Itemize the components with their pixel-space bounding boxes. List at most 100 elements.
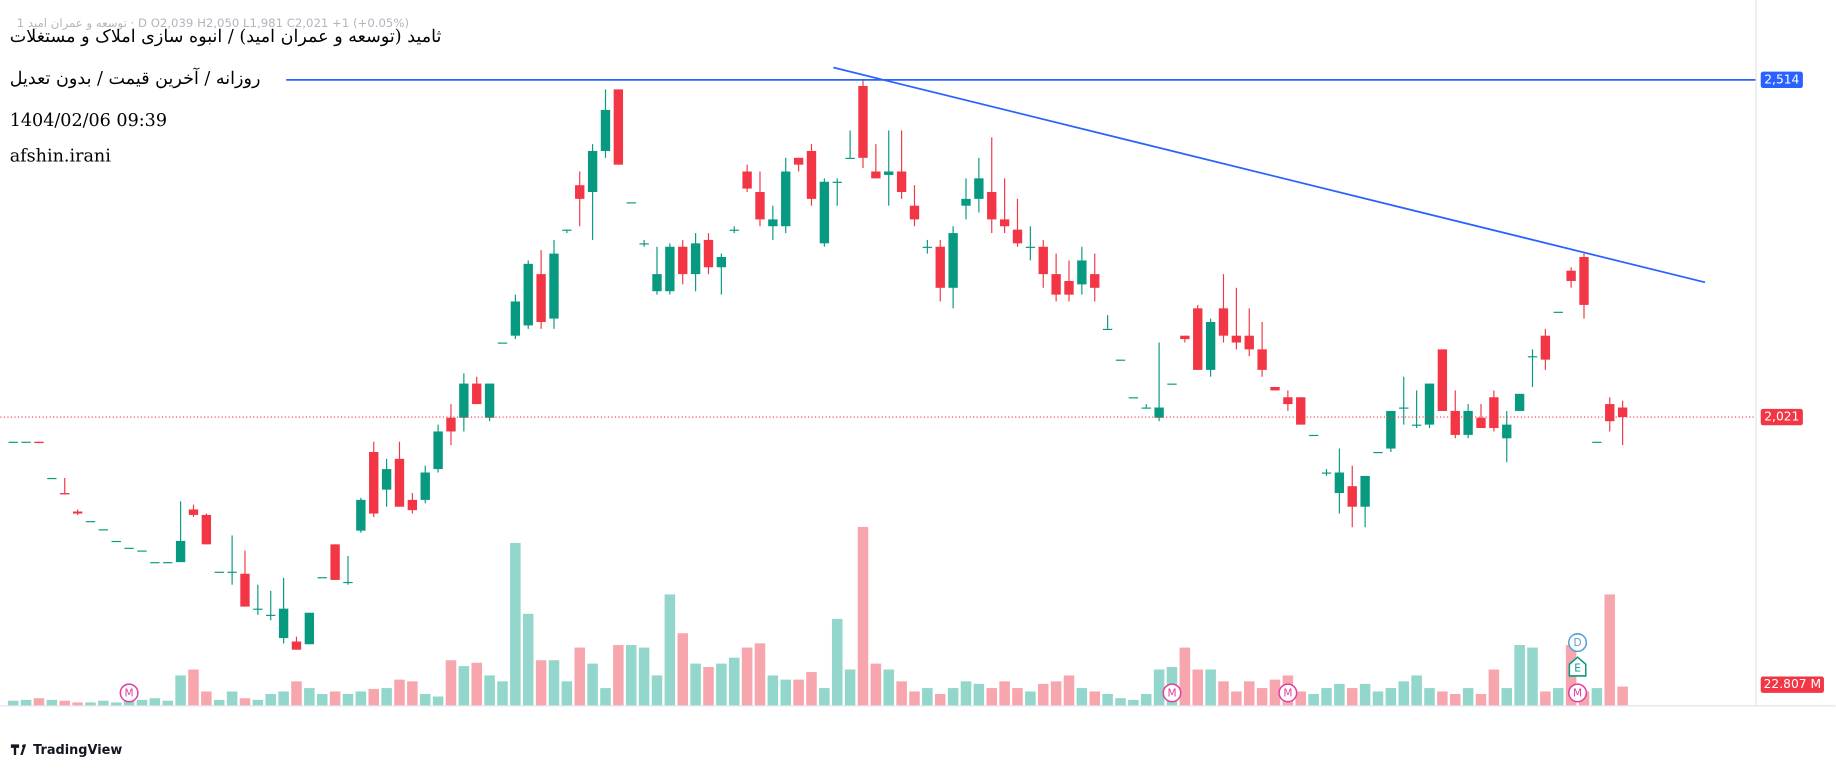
- candle-body: [909, 205, 920, 220]
- volume-bar: [1050, 681, 1062, 706]
- candle-body: [935, 246, 945, 288]
- volume-bar: [419, 693, 431, 706]
- volume-bar: [381, 688, 392, 706]
- price-label: 2,514: [1764, 72, 1799, 86]
- volume-bar: [780, 679, 792, 706]
- candle-body: [768, 219, 778, 227]
- candle-body: [1579, 257, 1589, 305]
- candle-body: [278, 608, 289, 639]
- candle-body: [369, 451, 379, 514]
- candle-body: [549, 253, 559, 319]
- volume-bar: [548, 660, 560, 706]
- volume-bar: [934, 693, 946, 706]
- candle-body: [433, 431, 443, 470]
- event-marker: [1278, 683, 1298, 703]
- event-label: M: [1283, 688, 1292, 700]
- candle-body: [1077, 260, 1087, 285]
- volume-bar: [600, 688, 611, 706]
- candle-body: [8, 441, 18, 443]
- event-marker: [119, 683, 139, 703]
- volume-bar: [947, 688, 959, 706]
- candle-body: [240, 573, 250, 607]
- brand-logo: [10, 744, 27, 755]
- candle-body: [124, 547, 134, 549]
- candle-body: [884, 171, 894, 175]
- candle-body: [600, 109, 611, 151]
- candle-body: [652, 274, 662, 292]
- candle-body: [690, 243, 701, 275]
- candle-body: [266, 614, 276, 616]
- volume-bar: [728, 657, 740, 706]
- volume-bar: [136, 699, 148, 706]
- candle-body: [1038, 246, 1048, 275]
- candle-body: [1141, 407, 1151, 409]
- candle-body: [291, 641, 302, 650]
- volume-bar: [1449, 693, 1461, 706]
- volume-bar: [664, 594, 676, 706]
- volume-bar: [1243, 681, 1255, 706]
- candle-body: [1347, 486, 1357, 507]
- candle-body: [34, 441, 44, 444]
- volume-bar: [1540, 691, 1551, 706]
- candle-body: [497, 342, 508, 344]
- event-label: M: [1573, 688, 1582, 700]
- candle-body: [961, 198, 971, 206]
- event-label: D: [1574, 637, 1582, 649]
- volume-bar: [767, 675, 779, 706]
- volume-bar: [1411, 675, 1422, 706]
- event-marker: [1568, 656, 1587, 677]
- volume-bar: [407, 681, 418, 706]
- candle-body: [678, 246, 688, 275]
- candle-body: [137, 550, 147, 552]
- chart-title: ثامید (توسعه و عمران امید) / انبوه سازی …: [10, 27, 442, 47]
- volume-bar: [1424, 688, 1435, 706]
- volume-bar: [986, 688, 998, 706]
- chart-subtitle: روزانه / آخرین قیمت / بدون تعدیل: [10, 67, 261, 89]
- candle-body: [163, 562, 173, 564]
- volume-bar: [1527, 647, 1538, 706]
- volume-bar: [716, 663, 727, 706]
- volume-bar: [960, 681, 972, 706]
- volume-bar: [922, 688, 933, 706]
- volume-bar: [561, 681, 573, 706]
- timestamp: 1404/02/06 09:39: [10, 111, 167, 131]
- event-label: E: [1574, 662, 1581, 674]
- volume-bar: [1295, 691, 1307, 706]
- volume-bar: [497, 681, 508, 706]
- candle-body: [484, 383, 495, 418]
- volume-bar: [999, 681, 1010, 706]
- candle-body: [1218, 308, 1229, 336]
- candle-body: [1566, 270, 1576, 281]
- volume-bar: [806, 672, 817, 706]
- volume-bar: [1591, 688, 1603, 706]
- volume-bar: [793, 679, 804, 706]
- candle-body: [832, 181, 842, 183]
- candle-body: [1090, 274, 1100, 288]
- candle-body: [999, 219, 1010, 227]
- volume-bar: [46, 699, 58, 706]
- volume-bar: [1308, 693, 1319, 706]
- candle-body: [1463, 410, 1473, 435]
- candle-body: [459, 383, 469, 418]
- candle-body: [253, 608, 263, 610]
- candle-body: [60, 493, 70, 495]
- volume-bar: [1346, 688, 1358, 706]
- candle-body: [1605, 404, 1615, 422]
- volume-bar: [1179, 647, 1191, 706]
- volume-bar: [754, 643, 766, 706]
- candle-body: [1231, 335, 1242, 343]
- candle-body: [150, 562, 160, 564]
- volume-bar: [265, 693, 276, 706]
- candle-body: [1360, 475, 1370, 507]
- volume-bar: [213, 699, 225, 706]
- candle-body: [47, 477, 57, 480]
- candle-body: [1205, 322, 1216, 370]
- volume-bar: [1037, 683, 1049, 706]
- volume-bar: [1089, 691, 1101, 706]
- candle-body: [175, 540, 186, 563]
- candle-body: [188, 509, 199, 515]
- volume-bar: [1192, 669, 1204, 706]
- volume-bar: [1115, 698, 1126, 706]
- event-marker: [1568, 683, 1588, 703]
